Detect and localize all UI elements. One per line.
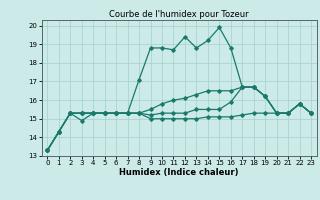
X-axis label: Humidex (Indice chaleur): Humidex (Indice chaleur) (119, 168, 239, 177)
Title: Courbe de l'humidex pour Tozeur: Courbe de l'humidex pour Tozeur (109, 10, 249, 19)
